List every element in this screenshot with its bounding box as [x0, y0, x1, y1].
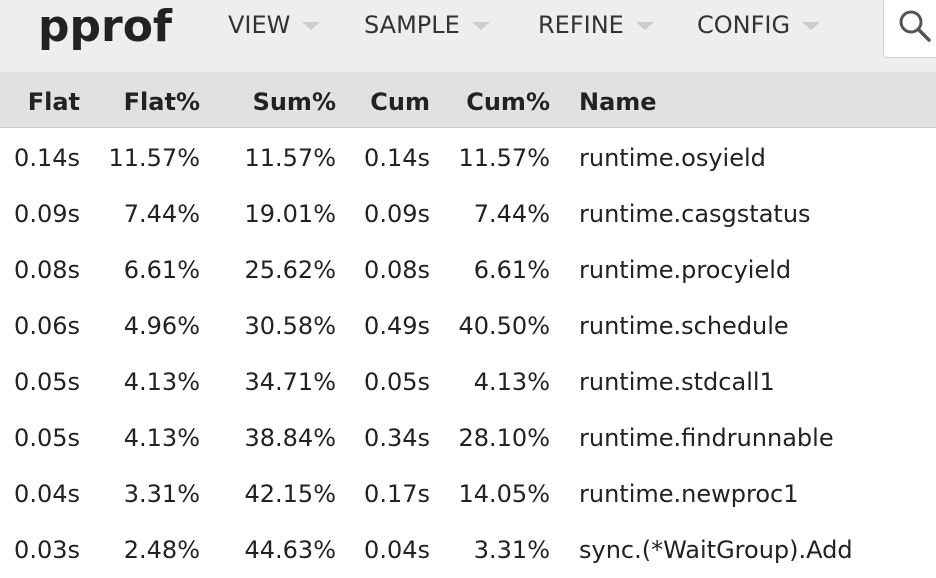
cell-sum-pct: 44.63%: [244, 536, 336, 564]
cell-flat: 0.08s: [14, 256, 80, 284]
table-row[interactable]: 0.08s 6.61% 25.62% 0.08s 6.61% runtime.procyi…: [0, 242, 936, 298]
cell-name: runtime.schedule: [579, 312, 789, 340]
table-header: Flat Flat% Sum% Cum Cum% Name: [0, 72, 936, 128]
cell-cum-pct: 3.31%: [473, 536, 550, 564]
column-header-flat-pct[interactable]: Flat%: [123, 88, 200, 116]
cell-name: sync.(*WaitGroup).Add: [579, 536, 853, 564]
cell-name: runtime.newproc1: [579, 480, 799, 508]
cell-cum-pct: 4.13%: [473, 368, 550, 396]
cell-flat-pct: 6.61%: [123, 256, 200, 284]
column-header-flat[interactable]: Flat: [27, 88, 80, 116]
cell-cum: 0.08s: [364, 256, 430, 284]
cell-cum-pct: 11.57%: [458, 144, 550, 172]
search-icon: [899, 10, 931, 42]
cell-sum-pct: 42.15%: [244, 480, 336, 508]
menu-refine-label: REFINE: [538, 11, 624, 39]
cell-cum-pct: 40.50%: [458, 312, 550, 340]
menu-config[interactable]: CONFIG: [697, 10, 821, 40]
column-header-cum[interactable]: Cum: [370, 88, 430, 116]
menu-refine[interactable]: REFINE: [538, 10, 654, 40]
cell-flat-pct: 7.44%: [123, 200, 200, 228]
cell-name: runtime.findrunnable: [579, 424, 834, 452]
search-input[interactable]: [883, 0, 936, 58]
chevron-down-icon: [802, 22, 821, 30]
menu-view[interactable]: VIEW: [228, 10, 321, 40]
cell-cum-pct: 28.10%: [458, 424, 550, 452]
cell-cum: 0.05s: [364, 368, 430, 396]
cell-name: runtime.casgstatus: [579, 200, 811, 228]
menu-view-label: VIEW: [228, 11, 291, 39]
chevron-down-icon: [635, 22, 654, 30]
cell-name: runtime.stdcall1: [579, 368, 775, 396]
table-row[interactable]: 0.05s 4.13% 38.84% 0.34s 28.10% runtime.findr…: [0, 410, 936, 466]
cell-cum: 0.49s: [364, 312, 430, 340]
table-row[interactable]: 0.05s 4.13% 34.71% 0.05s 4.13% runtime.stdcal…: [0, 354, 936, 410]
column-header-sum-pct[interactable]: Sum%: [252, 88, 336, 116]
cell-name: runtime.procyield: [579, 256, 792, 284]
cell-flat-pct: 4.96%: [123, 312, 200, 340]
menu-config-label: CONFIG: [697, 11, 791, 39]
cell-flat: 0.06s: [14, 312, 80, 340]
cell-sum-pct: 19.01%: [244, 200, 336, 228]
table-row[interactable]: 0.03s 2.48% 44.63% 0.04s 3.31% sync.(*WaitGro…: [0, 522, 936, 578]
cell-flat: 0.05s: [14, 368, 80, 396]
chevron-down-icon: [302, 22, 321, 30]
menu-sample-label: SAMPLE: [364, 11, 460, 39]
menu-sample[interactable]: SAMPLE: [364, 10, 490, 40]
cell-flat: 0.04s: [14, 480, 80, 508]
chevron-down-icon: [471, 22, 490, 30]
cell-flat-pct: 4.13%: [123, 368, 200, 396]
cell-cum-pct: 6.61%: [473, 256, 550, 284]
cell-flat: 0.03s: [14, 536, 80, 564]
cell-flat-pct: 11.57%: [108, 144, 200, 172]
cell-cum: 0.04s: [364, 536, 430, 564]
table-row[interactable]: 0.04s 3.31% 42.15% 0.17s 14.05% runtime.newpr…: [0, 466, 936, 522]
top-bar: pprof VIEW SAMPLE REFINE CONFIG: [0, 0, 936, 72]
cell-sum-pct: 11.57%: [244, 144, 336, 172]
table-row[interactable]: 0.14s 11.57% 11.57% 0.14s 11.57% runtime.osyi…: [0, 130, 936, 186]
app-logo[interactable]: pprof: [38, 1, 173, 52]
cell-cum-pct: 7.44%: [473, 200, 550, 228]
cell-sum-pct: 38.84%: [244, 424, 336, 452]
cell-cum-pct: 14.05%: [458, 480, 550, 508]
cell-flat: 0.09s: [14, 200, 80, 228]
cell-cum: 0.17s: [364, 480, 430, 508]
cell-flat-pct: 2.48%: [123, 536, 200, 564]
cell-cum: 0.14s: [364, 144, 430, 172]
cell-sum-pct: 30.58%: [244, 312, 336, 340]
cell-sum-pct: 34.71%: [244, 368, 336, 396]
cell-flat-pct: 3.31%: [123, 480, 200, 508]
cell-flat: 0.05s: [14, 424, 80, 452]
cell-name: runtime.osyield: [579, 144, 766, 172]
cell-cum: 0.09s: [364, 200, 430, 228]
table-row[interactable]: 0.09s 7.44% 19.01% 0.09s 7.44% runtime.casgst…: [0, 186, 936, 242]
cell-flat: 0.14s: [14, 144, 80, 172]
cell-cum: 0.34s: [364, 424, 430, 452]
column-header-cum-pct[interactable]: Cum%: [466, 88, 550, 116]
cell-sum-pct: 25.62%: [244, 256, 336, 284]
table-row[interactable]: 0.06s 4.96% 30.58% 0.49s 40.50% runtime.sched…: [0, 298, 936, 354]
cell-flat-pct: 4.13%: [123, 424, 200, 452]
column-header-name[interactable]: Name: [579, 88, 657, 116]
